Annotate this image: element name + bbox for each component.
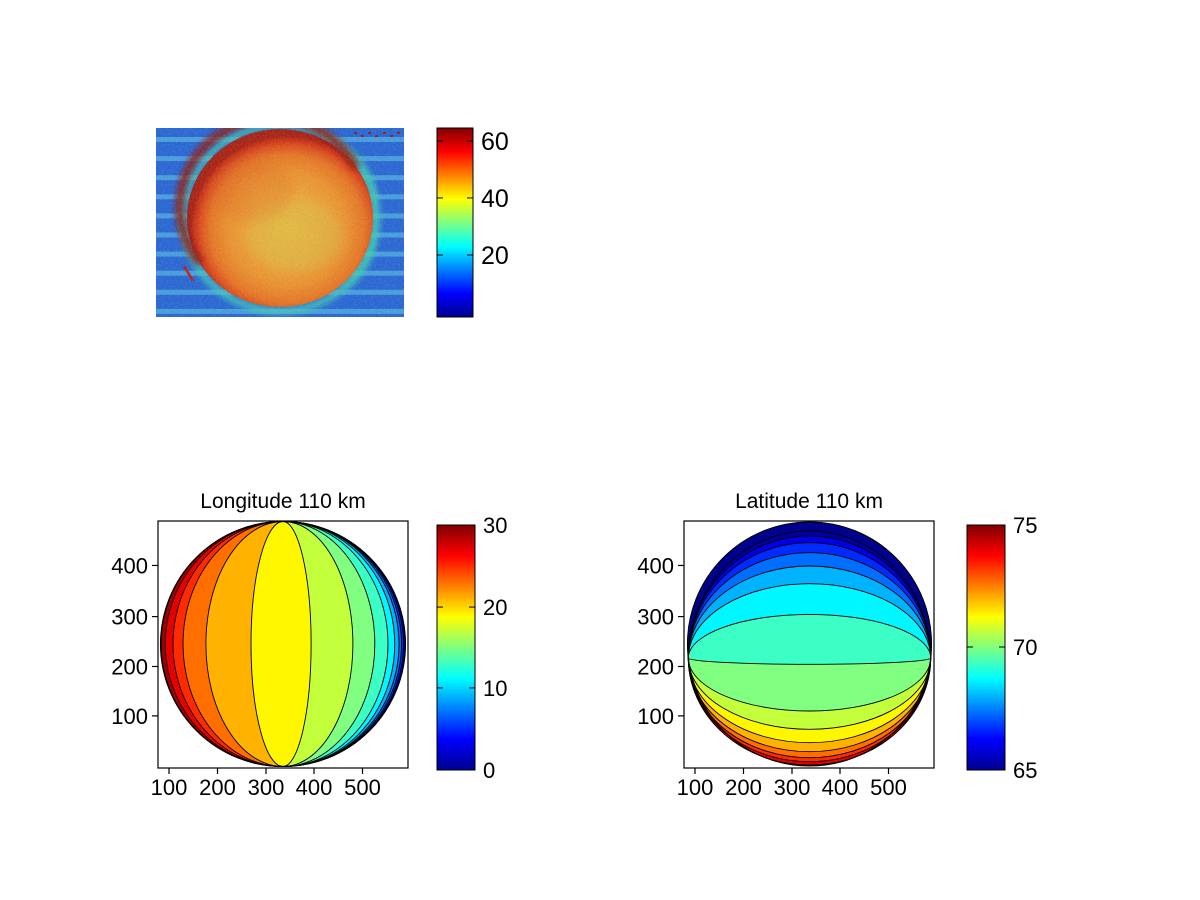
contour-band — [283, 521, 406, 767]
contour-line — [250, 521, 284, 767]
x-tick-label: 500 — [870, 775, 907, 800]
longitude-colorbar-tick-label: 20 — [483, 595, 507, 620]
contour-line — [687, 657, 932, 712]
contour-line — [687, 583, 932, 659]
x-tick-label: 100 — [677, 775, 714, 800]
contour-line — [687, 535, 932, 659]
contour-line — [687, 613, 932, 659]
contour-line — [687, 657, 932, 665]
x-tick-label: 400 — [822, 775, 859, 800]
y-tick-label: 100 — [637, 704, 674, 729]
longitude-contour-plot-title: Longitude 110 km — [200, 490, 365, 513]
sun-colorbar-tick-label: 20 — [481, 242, 509, 270]
latitude-colorbar: 75 70 65 — [966, 513, 1037, 783]
y-tick-label: 300 — [111, 605, 148, 630]
y-tick-label: 100 — [111, 704, 148, 729]
y-tick-label: 200 — [637, 654, 674, 679]
contour-line — [282, 521, 376, 767]
contour-line — [205, 521, 284, 767]
image-noise-overlay — [156, 128, 404, 317]
contour-line — [172, 521, 284, 767]
latitude-contour-plot: 100 200 300 400 500 400 300 200 100 Latitude 110 … — [637, 490, 935, 800]
x-tick-label: 200 — [725, 775, 762, 800]
latitude-colorbar-tick-label: 70 — [1013, 635, 1037, 660]
contour-line — [282, 521, 396, 767]
contour-line — [687, 542, 932, 659]
x-tick-label: 400 — [296, 775, 333, 800]
latitude-contour-plot-axes-box — [683, 520, 935, 769]
contour-line — [164, 521, 284, 767]
sun-colorbar-tick-label: 60 — [481, 128, 509, 156]
y-tick-label: 300 — [637, 605, 674, 630]
contour-line — [687, 552, 932, 659]
contour-line — [282, 521, 400, 767]
x-tick-label: 300 — [248, 775, 285, 800]
contour-line — [687, 657, 932, 759]
x-tick-label: 200 — [199, 775, 236, 800]
longitude-colorbar-gradient — [436, 524, 476, 771]
contour-line — [687, 530, 932, 659]
contour-line — [687, 657, 932, 766]
y-tick-label: 400 — [111, 553, 148, 578]
contour-line — [687, 657, 932, 744]
x-tick-label: 500 — [344, 775, 381, 800]
longitude-contour-plot-axes-box — [157, 520, 409, 769]
latitude-colorbar-tick-label: 65 — [1013, 758, 1037, 783]
x-tick-label: 300 — [774, 775, 811, 800]
contour-line — [182, 521, 284, 767]
sun-colorbar: 60 40 20 — [436, 127, 509, 318]
longitude-colorbar-tick-label: 0 — [483, 758, 495, 783]
latitude-contour-plot-disk-outline — [686, 521, 933, 767]
longitude-colorbar-tick-label: 30 — [483, 513, 507, 538]
longitude-colorbar: 30 20 10 0 — [436, 513, 507, 783]
latitude-colorbar-tick-label: 75 — [1013, 513, 1037, 538]
contour-line — [687, 565, 932, 659]
x-tick-label: 100 — [151, 775, 188, 800]
y-tick-label: 400 — [637, 553, 674, 578]
sun-colorbar-gradient — [436, 127, 474, 318]
contour-line — [282, 521, 402, 767]
contour-line — [282, 521, 354, 767]
latitude-contour-plot-title: Latitude 110 km — [735, 490, 883, 513]
contour-line — [282, 521, 312, 767]
contour-line — [282, 521, 389, 767]
longitude-colorbar-tick-label: 10 — [483, 676, 507, 701]
sun-image — [156, 128, 404, 317]
longitude-contour-plot: 100 200 300 400 500 400 300 200 100 Longitude 110… — [111, 490, 409, 800]
contour-line — [687, 657, 932, 730]
contour-line — [687, 657, 932, 763]
sun-colorbar-tick-label: 40 — [481, 185, 509, 213]
y-tick-label: 200 — [111, 654, 148, 679]
